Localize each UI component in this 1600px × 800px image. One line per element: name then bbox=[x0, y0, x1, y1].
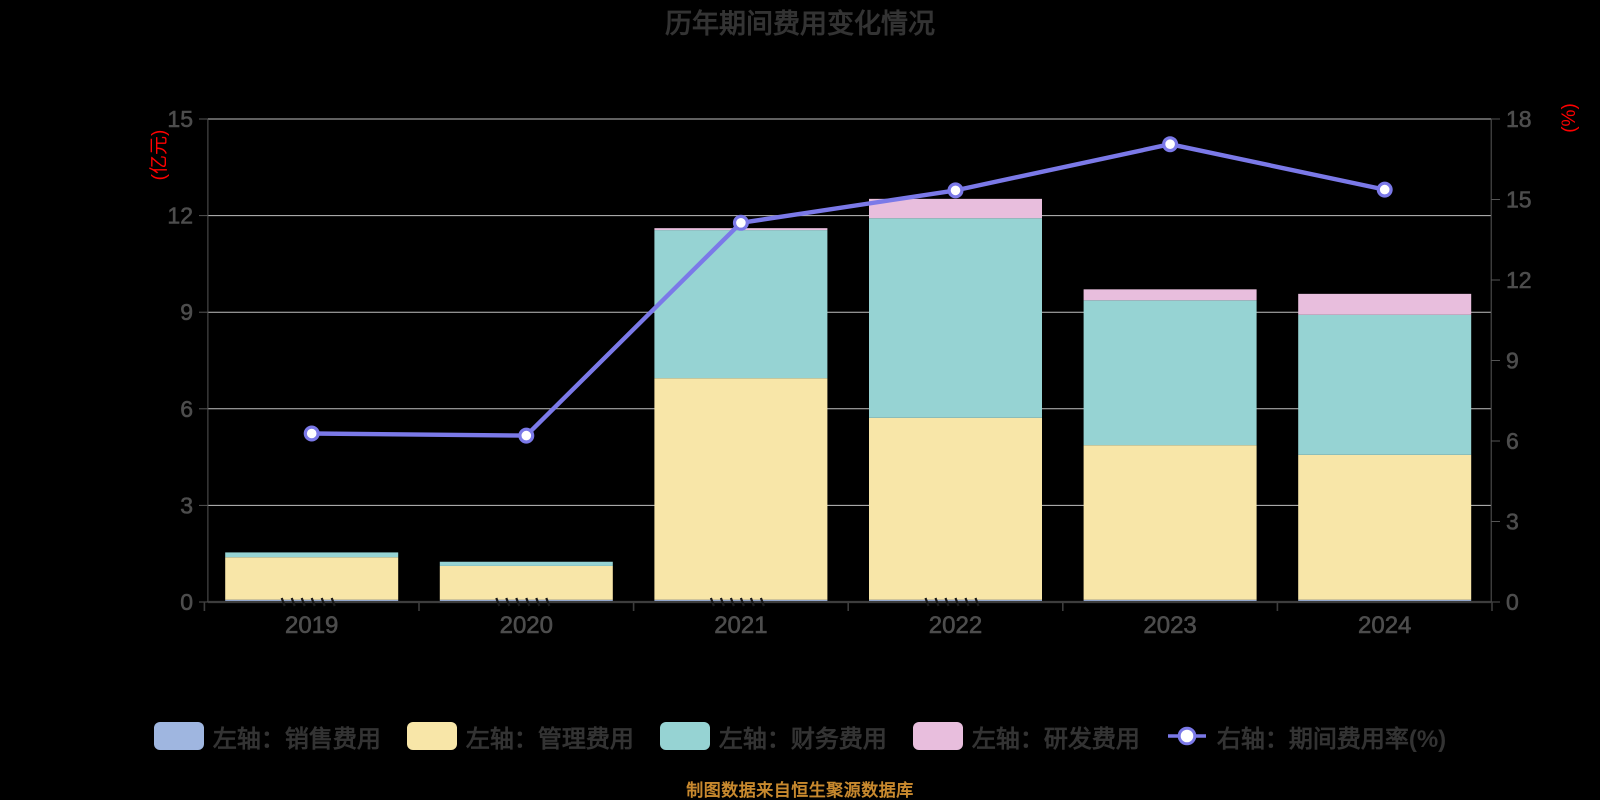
svg-text:15: 15 bbox=[1506, 187, 1532, 213]
svg-text:2020: 2020 bbox=[500, 612, 553, 639]
svg-text:3: 3 bbox=[1506, 509, 1519, 535]
svg-text:2021: 2021 bbox=[714, 612, 767, 639]
svg-text:9: 9 bbox=[180, 299, 193, 325]
svg-text:0: 0 bbox=[1506, 589, 1519, 615]
svg-text:12: 12 bbox=[1506, 267, 1532, 293]
svg-text:2022: 2022 bbox=[929, 612, 982, 639]
svg-text:3: 3 bbox=[180, 492, 193, 518]
svg-text:12: 12 bbox=[167, 203, 193, 229]
svg-text:历年期间费用变化情况: 历年期间费用变化情况 bbox=[665, 8, 935, 39]
svg-text:9: 9 bbox=[1506, 348, 1519, 374]
svg-text:2019: 2019 bbox=[285, 612, 338, 639]
svg-text:2023: 2023 bbox=[1143, 612, 1196, 639]
svg-text:(%): (%) bbox=[1559, 103, 1580, 133]
svg-text:18: 18 bbox=[1506, 106, 1532, 132]
svg-text:6: 6 bbox=[1506, 428, 1519, 454]
svg-text:15: 15 bbox=[167, 106, 193, 132]
svg-text:(亿元): (亿元) bbox=[148, 130, 170, 181]
svg-text:2024: 2024 bbox=[1358, 612, 1411, 639]
svg-text:0: 0 bbox=[180, 589, 193, 615]
svg-text:6: 6 bbox=[180, 396, 193, 422]
